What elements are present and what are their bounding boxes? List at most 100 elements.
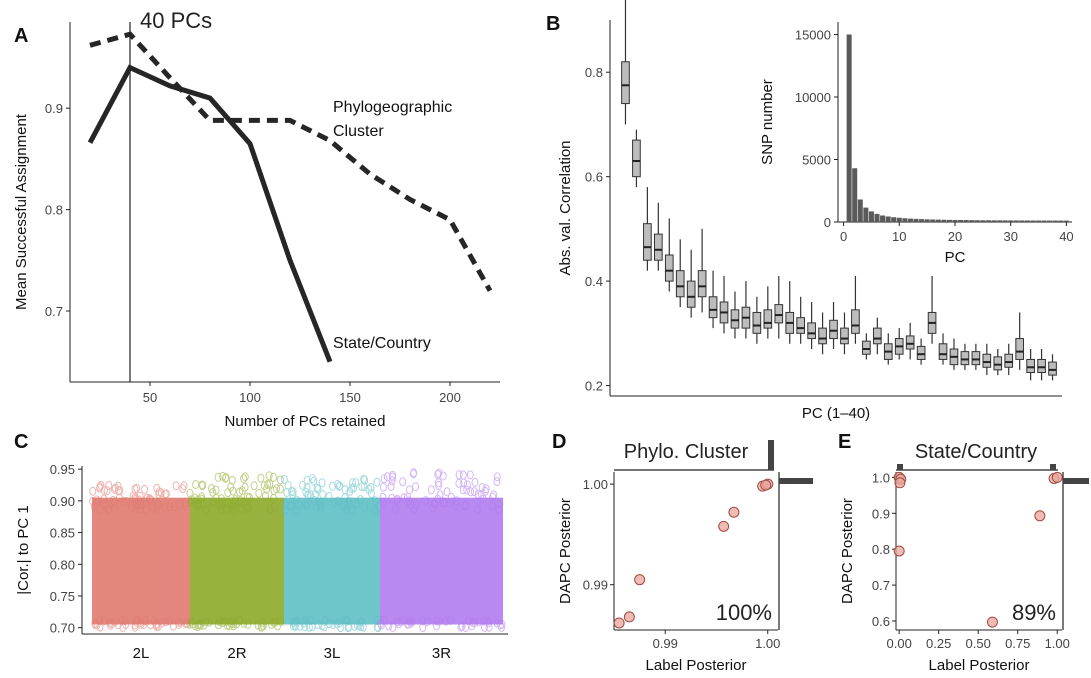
c-point xyxy=(419,623,427,632)
b-inset-bar xyxy=(902,218,908,222)
c-point xyxy=(320,622,328,632)
e-right-marginal-bar xyxy=(1063,478,1089,484)
c-point xyxy=(478,483,486,492)
b-inset-bar xyxy=(985,220,991,222)
b-inset-bar xyxy=(991,220,997,222)
c-point xyxy=(380,474,388,484)
c-point xyxy=(149,503,157,513)
b-inset-bar xyxy=(924,219,930,222)
b-inset-x-tick-label: 0 xyxy=(840,229,847,244)
c-point xyxy=(496,499,504,509)
c-point xyxy=(153,483,161,493)
c-scatter-points-2l xyxy=(89,480,191,632)
c-point xyxy=(344,623,352,633)
b-box xyxy=(872,327,882,345)
b-inset-bar xyxy=(935,219,941,222)
b-box xyxy=(1026,358,1035,374)
c-point xyxy=(404,492,411,502)
c-point xyxy=(111,617,119,627)
e-title-background xyxy=(896,434,1056,464)
c-point xyxy=(423,617,431,627)
c-point xyxy=(459,485,467,495)
a-y-tick-label: 0.7 xyxy=(45,304,63,319)
a-series-label-phylogeographic: Phylogeographic xyxy=(333,99,452,116)
b-inset-y-tick-label: 0 xyxy=(824,215,831,230)
c-point xyxy=(400,493,408,503)
c-point xyxy=(179,484,187,494)
c-point xyxy=(154,501,162,511)
b-inset-bar xyxy=(852,168,858,222)
b-y-tick-label: 0.6 xyxy=(585,170,603,185)
a-series-line-state-country xyxy=(87,64,333,363)
c-point xyxy=(307,616,314,626)
b-y-tick-label: 0.2 xyxy=(585,379,603,394)
c-point xyxy=(106,618,114,628)
c-point xyxy=(216,500,224,510)
c-point xyxy=(133,483,141,493)
c-point xyxy=(209,487,217,497)
e-y-tick-label: 0.8 xyxy=(872,542,890,557)
c-point xyxy=(175,617,182,627)
c-point xyxy=(313,502,321,512)
c-point xyxy=(493,477,501,487)
c-point xyxy=(271,617,279,627)
d-point xyxy=(623,611,635,623)
b-inset-bar xyxy=(1036,220,1042,222)
c-point xyxy=(361,502,369,512)
b-box xyxy=(730,309,740,329)
c-point xyxy=(429,503,437,513)
c-point xyxy=(282,500,290,510)
b-box xyxy=(1037,358,1046,374)
e-x-tick-label: 0.50 xyxy=(966,636,991,651)
c-point xyxy=(198,481,206,491)
b-inset-bar xyxy=(874,213,880,222)
b-inset-bar xyxy=(857,199,863,222)
c-point xyxy=(296,621,304,631)
c-point xyxy=(268,620,275,629)
c-point xyxy=(188,617,196,627)
c-point xyxy=(373,477,381,487)
c-point xyxy=(395,619,403,629)
c-point xyxy=(455,470,463,480)
c-point xyxy=(435,480,443,490)
e-title: State/Country xyxy=(915,441,1037,463)
c-point xyxy=(245,493,253,502)
c-y-axis-label: |Cor.| to PC 1 xyxy=(15,505,32,595)
c-point xyxy=(360,482,368,492)
c-point xyxy=(171,502,179,512)
b-box xyxy=(829,319,838,340)
c-x-tick-label: 3L xyxy=(324,645,341,662)
b-inset-bar xyxy=(974,220,980,222)
b-box xyxy=(774,304,784,324)
c-point xyxy=(194,495,202,505)
e-y-axis-label: DAPC Posterior xyxy=(839,498,856,604)
c-point xyxy=(452,500,460,510)
c-scatter-band-2r xyxy=(190,497,284,625)
c-point xyxy=(407,500,415,510)
b-inset-x-tick-label: 40 xyxy=(1059,229,1073,244)
c-point xyxy=(202,505,210,515)
c-point xyxy=(132,503,140,513)
a-x-tick-label: 100 xyxy=(239,390,261,405)
c-point xyxy=(141,484,149,494)
c-y-tick-label: 0.80 xyxy=(50,557,75,572)
c-point xyxy=(319,490,327,499)
c-point xyxy=(436,490,444,500)
c-point xyxy=(303,475,311,485)
c-point xyxy=(305,622,313,632)
b-box xyxy=(851,309,860,334)
b-box xyxy=(905,335,915,350)
b-box xyxy=(1004,353,1014,368)
b-inset-bar xyxy=(946,219,952,222)
c-point xyxy=(254,620,262,630)
c-point xyxy=(479,494,487,504)
c-point xyxy=(192,480,200,489)
c-scatter-points-2r xyxy=(186,471,285,632)
b-box xyxy=(763,309,773,329)
c-point xyxy=(219,471,227,481)
b-box xyxy=(993,356,1003,371)
c-point xyxy=(367,489,375,498)
e-x-axis-label: Label Posterior xyxy=(929,657,1030,674)
c-point xyxy=(100,485,108,495)
c-point xyxy=(318,478,326,488)
